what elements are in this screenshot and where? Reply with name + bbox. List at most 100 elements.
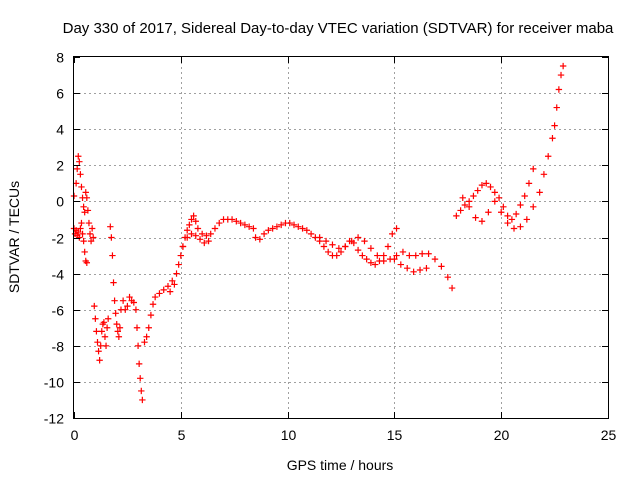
y-tick-label: 4 [56,122,64,138]
x-tick-label: 5 [178,427,186,443]
data-point [119,297,127,304]
data-point [190,212,197,220]
data-point [86,230,94,238]
data-point [94,338,101,346]
data-point [431,255,439,263]
data-point [112,310,119,317]
data-point [114,328,121,335]
data-point [151,293,159,301]
data-point [555,86,563,93]
data-point [177,252,184,259]
data-point [307,230,315,238]
data-point [393,252,400,259]
data-point [175,261,182,268]
data-point [188,230,195,238]
data-point [192,218,199,225]
data-point [141,338,148,346]
data-point [74,165,81,173]
data-point [166,288,174,295]
data-point [184,227,191,234]
data-point [290,221,298,229]
data-point [124,302,131,310]
data-point [521,192,528,200]
data-point [111,297,118,304]
data-point [391,255,398,263]
y-tick-label: 8 [56,50,64,66]
data-point [76,234,83,241]
data-point [485,209,492,216]
data-point [478,181,486,189]
data-point [205,237,212,245]
data-point [410,268,417,275]
data-point [216,219,223,227]
data-point [333,252,340,259]
data-point [269,225,276,232]
data-point [504,212,511,220]
data-point [354,234,362,241]
data-point [93,328,100,335]
data-point [491,189,498,196]
data-point [109,252,116,259]
data-point [116,324,124,331]
data-point [108,234,115,241]
data-point [361,237,368,245]
data-point [320,243,328,250]
data-point [82,189,89,196]
data-point [380,257,387,265]
data-series [70,62,567,404]
data-point [135,360,143,368]
data-point [342,243,349,250]
data-point [160,286,167,294]
data-point [186,221,193,229]
data-point [559,62,567,70]
data-point [337,248,345,256]
data-point [393,225,400,232]
data-point [444,274,451,281]
data-point [90,234,97,241]
data-point [487,183,494,191]
data-point [77,171,84,178]
y-tick-label: -4 [52,267,65,283]
y-tick-label: -10 [44,375,64,391]
data-point [354,246,362,254]
data-point [380,252,387,259]
data-point [100,319,108,326]
data-point [103,324,111,331]
data-point [273,223,281,230]
y-tick-label: -6 [52,303,65,319]
data-point [126,293,133,301]
data-point [483,180,490,187]
data-point [188,216,195,223]
data-point [194,225,202,232]
data-point [79,230,86,238]
y-tick-label: -8 [52,339,65,355]
data-point [523,216,531,223]
y-axis-label: SDTVAR / TECUs [6,181,22,293]
data-point [371,261,379,268]
y-tick-label: 2 [56,158,64,174]
data-point [80,237,87,245]
data-point [399,248,407,256]
data-point [348,237,355,245]
data-point [104,315,112,322]
data-point [453,212,460,220]
data-point [201,239,208,247]
data-point [478,218,486,225]
data-point [540,171,548,178]
data-point [110,279,117,286]
data-point [416,266,424,274]
data-point [250,225,257,232]
data-point [169,277,176,285]
data-point [465,198,473,205]
data-point [461,201,469,209]
data-point [295,223,302,230]
data-point [77,225,84,232]
data-point [75,228,82,236]
data-point [438,263,445,270]
data-point [363,255,370,263]
data-point [551,122,558,129]
chart-title: Day 330 of 2017, Sidereal Day-to-day VTE… [63,20,614,37]
x-tick-label: 25 [601,427,617,443]
data-point [517,201,524,209]
